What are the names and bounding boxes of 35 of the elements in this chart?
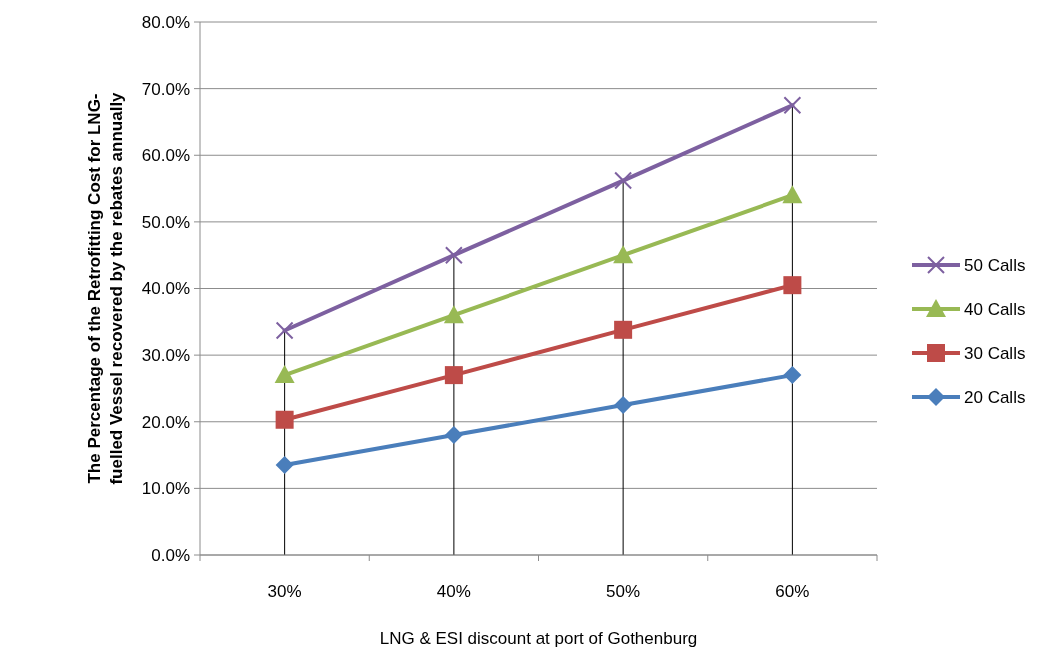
point [443, 305, 464, 324]
x-axis-title: LNG & ESI discount at port of Gothenburg [379, 629, 698, 648]
point [614, 396, 633, 415]
y-tick-label: 0.0% [151, 545, 190, 565]
point [783, 96, 802, 115]
point [444, 246, 463, 265]
legend-label: 20 Calls [964, 387, 1026, 407]
x-tick-label: 60% [775, 582, 810, 601]
point [614, 171, 633, 190]
y-tick-label: 20.0% [141, 412, 190, 432]
point [444, 426, 463, 445]
y-tick-label: 50.0% [141, 212, 190, 232]
x-tick-label: 50% [606, 582, 641, 601]
point [275, 321, 294, 340]
point [444, 366, 463, 385]
point [783, 276, 802, 295]
point [782, 185, 803, 204]
legend-label: 30 Calls [964, 343, 1026, 363]
legend-label: 40 Calls [964, 299, 1026, 319]
point [275, 410, 294, 429]
point [274, 365, 295, 384]
y-tick-label: 70.0% [141, 79, 190, 99]
y-tick-label: 30.0% [141, 346, 190, 366]
x-tick-label: 40% [436, 582, 471, 601]
y-tick-label: 10.0% [141, 479, 190, 499]
point [275, 456, 294, 475]
x-tick-label: 30% [267, 582, 302, 601]
point [614, 320, 633, 339]
y-tick-label: 40.0% [141, 279, 190, 299]
y-tick-label: 80.0% [141, 12, 190, 32]
y-axis-title: The Percentage of the Retrofitting Cost for LNG-fuelled Vessel recovered by the rebates annually [85, 91, 126, 485]
point [783, 366, 802, 385]
point [613, 245, 634, 264]
legend-label: 50 Calls [964, 255, 1026, 275]
y-tick-label: 60.0% [141, 146, 190, 166]
